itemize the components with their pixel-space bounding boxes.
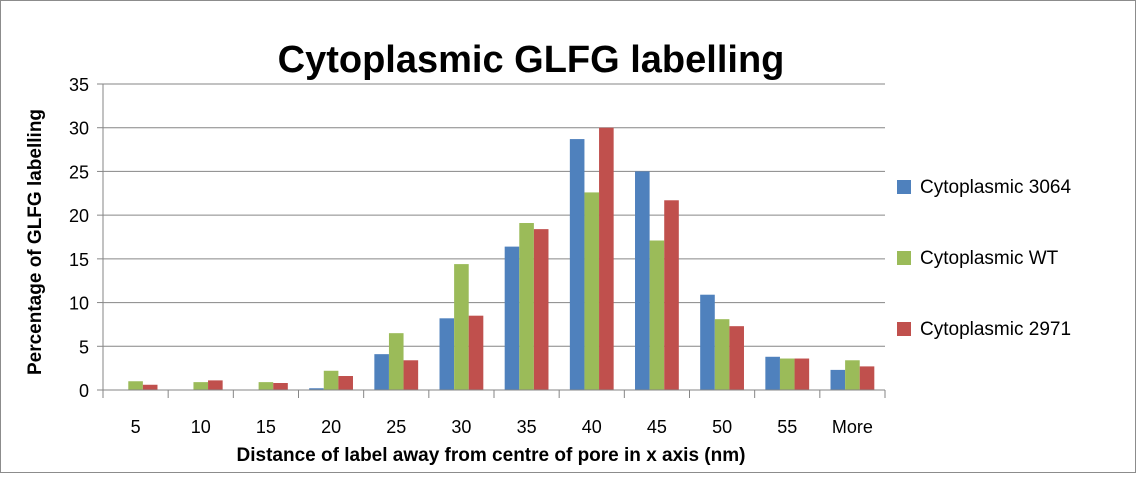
bar-cytoplasmic-wt-25	[388, 333, 404, 390]
bar-cytoplasmic-wt-5	[128, 381, 143, 390]
x-tick-labels: 5 10 15 20 25 30 35 40 45 50 55 More	[131, 417, 873, 437]
y-tick-label: 0	[79, 381, 89, 401]
y-tick-label: 10	[69, 294, 89, 314]
bar-cytoplasmic-3064-30	[439, 318, 455, 390]
bar-cytoplasmic-2971-30	[468, 315, 484, 390]
bar-cytoplasmic-3064-more	[830, 369, 846, 390]
x-tick-label: More	[832, 417, 873, 437]
legend: Cytoplasmic 3064 Cytoplasmic WT Cytoplasmi…	[897, 177, 1071, 340]
y-tick-label: 35	[69, 75, 89, 95]
bar-cytoplasmic-wt-55	[779, 358, 795, 390]
bar-cytoplasmic-2971-45	[664, 200, 679, 390]
bar-cytoplasmic-wt-15	[258, 382, 274, 390]
x-tick-label: 5	[131, 417, 141, 437]
bar-cytoplasmic-wt-50	[714, 319, 730, 390]
bar-cytoplasmic-3064-55	[765, 356, 780, 390]
bar-cytoplasmic-wt-30	[454, 264, 469, 390]
bar-cytoplasmic-3064-25	[374, 354, 389, 390]
bar-cytoplasmic-2971-55	[794, 358, 810, 390]
bar-cytoplasmic-2971-20	[338, 376, 353, 390]
chart-title: Cytoplasmic GLFG labelling	[278, 39, 785, 81]
bar-cytoplasmic-3064-45	[635, 171, 650, 390]
x-tick-label: 25	[386, 417, 406, 437]
bars	[128, 127, 875, 390]
bar-cytoplasmic-wt-20	[323, 370, 339, 390]
axes	[97, 83, 886, 398]
x-tick-label: 45	[647, 417, 667, 437]
gridlines	[103, 83, 885, 347]
x-tick-label: 50	[712, 417, 732, 437]
bar-cytoplasmic-wt-40	[584, 192, 600, 390]
y-axis-label: Percentage of GLFG labelling	[25, 109, 46, 375]
bar-cytoplasmic-2971-40	[599, 127, 614, 390]
y-tick-label: 15	[69, 250, 89, 270]
bar-cytoplasmic-2971-35	[533, 229, 549, 390]
x-tick-label: 55	[777, 417, 797, 437]
bar-cytoplasmic-wt-45	[649, 240, 665, 390]
legend-label: Cytoplasmic 3064	[920, 177, 1071, 198]
x-tick-label: 20	[321, 417, 341, 437]
y-tick-label: 25	[69, 162, 89, 182]
x-tick-label: 10	[191, 417, 211, 437]
bar-cytoplasmic-2971-more	[859, 366, 875, 390]
x-axis-label: Distance of label away from centre of po…	[237, 445, 746, 466]
bar-cytoplasmic-2971-50	[729, 326, 744, 390]
bar-cytoplasmic-wt-35	[519, 223, 534, 390]
x-tick-label: 15	[256, 417, 276, 437]
bar-cytoplasmic-wt-10	[193, 382, 209, 390]
y-tick-label: 20	[69, 206, 89, 226]
bar-cytoplasmic-3064-40	[569, 139, 585, 390]
legend-label: Cytoplasmic 2971	[920, 319, 1071, 340]
x-tick-label: 40	[582, 417, 602, 437]
x-tick-label: 30	[451, 417, 471, 437]
bar-cytoplasmic-2971-5	[142, 384, 158, 390]
legend-swatch	[897, 180, 911, 194]
y-tick-label: 30	[69, 119, 89, 139]
bar-cytoplasmic-3064-50	[700, 294, 715, 390]
legend-swatch	[897, 322, 911, 336]
bar-cytoplasmic-2971-25	[403, 360, 419, 390]
bar-cytoplasmic-2971-10	[208, 380, 223, 390]
y-tick-label: 5	[79, 337, 89, 357]
bar-cytoplasmic-wt-more	[845, 360, 860, 390]
bar-cytoplasmic-3064-20	[309, 388, 324, 390]
legend-label: Cytoplasmic WT	[920, 248, 1059, 269]
legend-swatch	[897, 251, 911, 265]
x-tick-label: 35	[517, 417, 537, 437]
y-tick-labels: 0 5 10 15 20 25 30 35	[69, 75, 89, 401]
bar-cytoplasmic-2971-15	[273, 383, 288, 390]
bar-cytoplasmic-3064-35	[504, 246, 520, 390]
